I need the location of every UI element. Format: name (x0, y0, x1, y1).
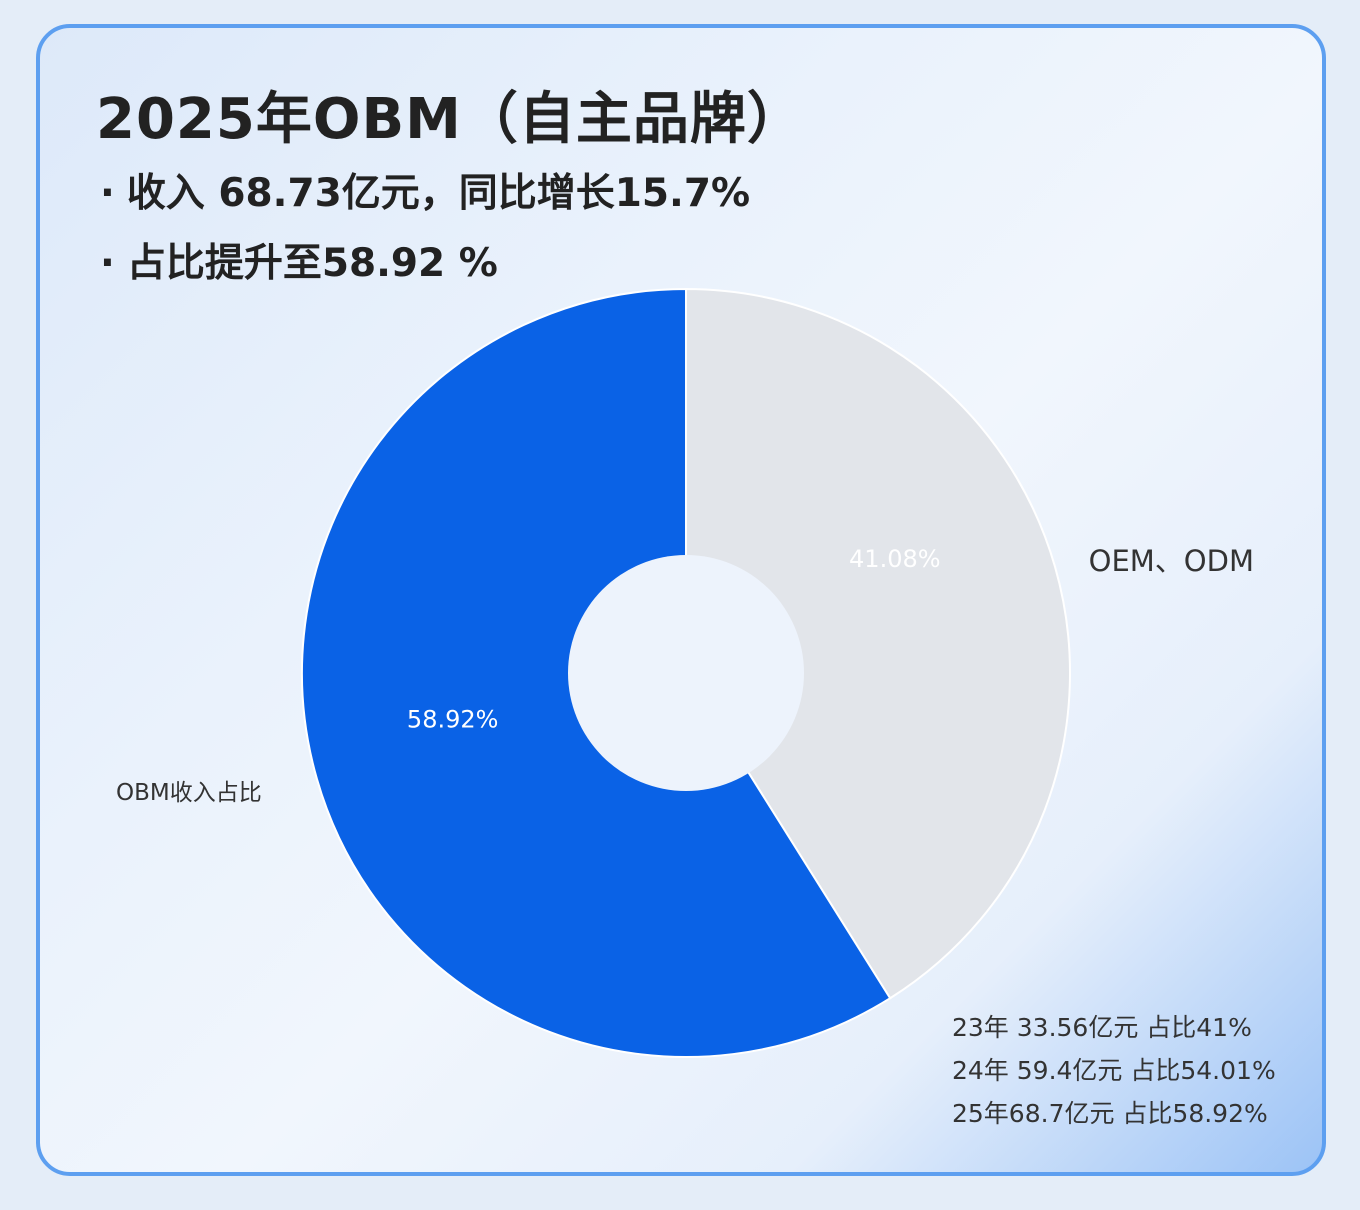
bullet-share-text: 占比提升至58.92 % (126, 241, 498, 286)
donut-hole (568, 555, 804, 791)
bullet-dot: · (100, 241, 115, 286)
category-label-oem-odm: OEM、ODM (1089, 544, 1254, 578)
bullet-revenue: · 收入 68.73亿元，同比增长15.7% (100, 162, 750, 218)
bullet-dot: · (100, 171, 115, 216)
category-label-obm: OBM收入占比 (116, 780, 262, 806)
bullet-share: · 占比提升至58.92 % (100, 232, 498, 288)
data-label-oem-odm: 41.08% (849, 545, 941, 573)
data-label-obm: 58.92% (407, 705, 499, 733)
yearly-notes: 23年 33.56亿元 占比41% 24年 59.4亿元 占比54.01% 25… (952, 1006, 1276, 1135)
slice-data-labels: 41.08% 58.92% (407, 545, 941, 733)
slice-category-labels: OEM、ODM OBM收入占比 (116, 544, 1254, 806)
chart-title: 2025年OBM（自主品牌） (96, 87, 804, 152)
donut-chart: 41.08% 58.92% OEM、ODM OBM收入占比 (116, 287, 1254, 1058)
note-2023: 23年 33.56亿元 占比41% (952, 1013, 1252, 1042)
chart-card: 2025年OBM（自主品牌） · 收入 68.73亿元，同比增长15.7% · 占比… (36, 24, 1326, 1176)
slice-oem-odm (685, 287, 1071, 1000)
note-2025: 25年68.7亿元 占比58.92% (952, 1099, 1268, 1128)
note-2024: 24年 59.4亿元 占比54.01% (952, 1056, 1276, 1085)
bullet-revenue-text: 收入 68.73亿元，同比增长15.7% (126, 171, 751, 216)
